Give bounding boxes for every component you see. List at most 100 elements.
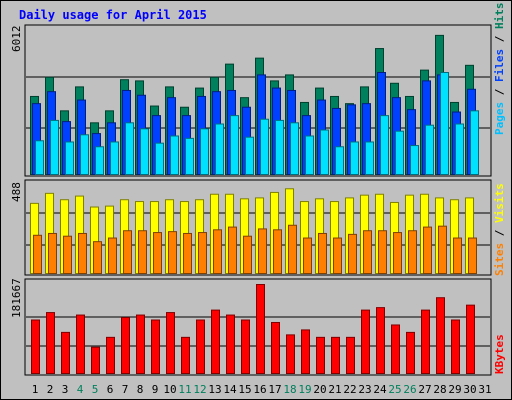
bar-pages-day-11	[185, 137, 194, 175]
kbytes-legend: KBytes	[493, 334, 506, 374]
x-tick-label-8: 8	[137, 383, 144, 396]
bar-sites-day-7	[123, 230, 132, 274]
x-axis-labels: 1 2 3 4 5 6 7 8 9 10 11 12 13 14 15 16 17 18 19 20 21 22 23 24 2…	[32, 383, 492, 396]
bar-sites-day-13	[213, 229, 222, 275]
x-tick-label-15: 15	[238, 383, 251, 396]
x-tick-label-2: 2	[47, 383, 54, 396]
bar-pages-day-3	[65, 141, 74, 176]
bar-pages-day-2	[50, 119, 59, 175]
bar-pages-day-30	[470, 110, 479, 175]
bar-kbytes-day-2	[46, 312, 55, 375]
bar-sites-day-8	[138, 230, 147, 274]
chart-title: Daily usage for April 2015	[19, 8, 207, 22]
bar-sites-day-3	[63, 235, 72, 274]
x-tick-label-22: 22	[343, 383, 356, 396]
x-tick-label-18: 18	[283, 383, 296, 396]
x-tick-label-16: 16	[253, 383, 266, 396]
bar-kbytes-day-15	[241, 319, 250, 375]
kbytes-max-label: 181667	[10, 278, 23, 318]
bar-pages-day-4	[80, 134, 89, 175]
bar-kbytes-day-7	[121, 317, 130, 374]
bar-sites-day-30	[468, 237, 477, 275]
bar-pages-day-27	[425, 124, 434, 175]
x-tick-label-4: 4	[77, 383, 84, 396]
bar-pages-day-12	[200, 128, 209, 175]
bar-sites-day-4	[78, 232, 87, 274]
x-tick-label-10: 10	[163, 383, 176, 396]
legend-files: Files	[493, 49, 506, 82]
bar-pages-day-20	[320, 129, 329, 175]
bar-pages-day-22	[350, 141, 359, 176]
bar-pages-day-7	[125, 122, 134, 175]
bar-sites-day-20	[318, 232, 327, 274]
bar-pages-day-16	[260, 118, 269, 176]
bar-kbytes-day-23	[361, 309, 370, 374]
x-tick-label-12: 12	[193, 383, 206, 396]
bar-kbytes-day-17	[271, 321, 280, 375]
bar-kbytes-day-30	[466, 304, 475, 375]
x-tick-label-29: 29	[448, 383, 461, 396]
bar-pages-day-21	[335, 146, 344, 176]
x-tick-label-17: 17	[268, 383, 281, 396]
bar-sites-day-26	[408, 230, 417, 274]
bar-pages-day-9	[155, 142, 164, 176]
bar-sites-day-23	[363, 230, 372, 274]
x-tick-label-24: 24	[373, 383, 387, 396]
bar-pages-day-25	[395, 130, 404, 176]
bar-pages-day-24	[380, 115, 389, 175]
bar-pages-day-28	[440, 72, 449, 175]
legend-hits: Hits	[493, 3, 506, 30]
bar-sites-day-29	[453, 237, 462, 275]
visits-legend: Sites / Visits	[493, 183, 506, 276]
bar-sites-day-24	[378, 230, 387, 274]
bar-pages-day-13	[215, 123, 224, 175]
bar-sites-day-28	[438, 225, 447, 274]
x-tick-label-9: 9	[152, 383, 159, 396]
bar-kbytes-day-26	[406, 331, 415, 374]
bar-sites-day-17	[273, 229, 282, 275]
x-tick-label-6: 6	[107, 383, 114, 396]
bar-kbytes-day-28	[436, 297, 445, 374]
legend-sites: Sites	[493, 243, 506, 276]
bar-kbytes-day-19	[301, 329, 310, 375]
visits-max-label: 488	[10, 182, 23, 202]
bar-kbytes-day-24	[376, 307, 385, 374]
bar-kbytes-day-22	[346, 336, 355, 375]
bar-pages-day-17	[275, 119, 284, 175]
x-tick-label-26: 26	[403, 383, 416, 396]
bar-kbytes-day-14	[226, 314, 235, 374]
bar-sites-day-25	[393, 232, 402, 275]
bar-kbytes-day-12	[196, 319, 205, 375]
bar-sites-day-6	[108, 237, 117, 275]
legend-pages: Pages	[493, 102, 506, 135]
x-tick-label-30: 30	[463, 383, 476, 396]
bar-pages-day-10	[170, 135, 179, 175]
bar-pages-day-1	[35, 140, 44, 175]
bar-kbytes-day-3	[61, 331, 70, 374]
x-tick-label-23: 23	[358, 383, 371, 396]
bar-pages-day-18	[290, 122, 299, 175]
bar-sites-day-12	[198, 232, 207, 275]
bar-kbytes-day-13	[211, 309, 220, 374]
bar-pages-day-8	[140, 128, 149, 175]
bar-sites-day-2	[48, 232, 57, 274]
bar-kbytes-day-11	[181, 336, 190, 375]
x-tick-label-20: 20	[313, 383, 326, 396]
bar-sites-day-15	[243, 235, 252, 274]
x-tick-label-28: 28	[433, 383, 446, 396]
bar-sites-day-14	[228, 226, 237, 275]
bar-pages-day-5	[95, 146, 104, 176]
svg-text:Pages / Files / Hits: Pages / Files / Hits	[493, 3, 506, 136]
bar-kbytes-day-27	[421, 309, 430, 374]
bar-kbytes-day-16	[256, 284, 265, 374]
bar-marks	[30, 34, 479, 375]
x-tick-label-27: 27	[418, 383, 431, 396]
bar-kbytes-day-10	[166, 312, 175, 375]
x-tick-label-7: 7	[122, 383, 129, 396]
bar-pages-day-23	[365, 141, 374, 176]
bar-pages-day-15	[245, 136, 254, 176]
bar-kbytes-day-1	[31, 319, 40, 375]
bar-kbytes-day-29	[451, 319, 460, 375]
bar-kbytes-day-21	[331, 336, 340, 375]
bar-sites-day-21	[333, 237, 342, 275]
